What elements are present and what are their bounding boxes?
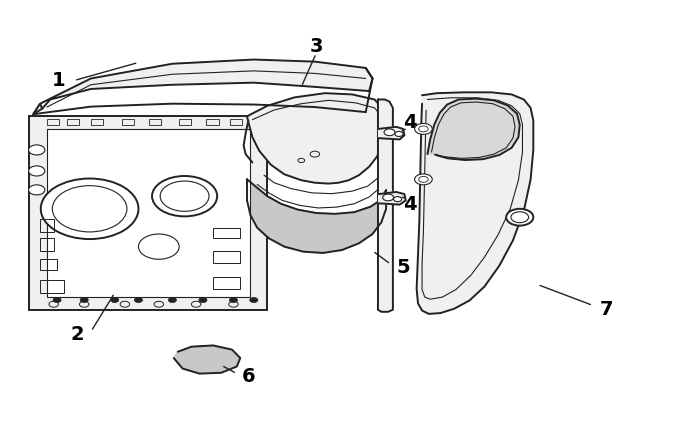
Circle shape — [138, 234, 179, 259]
Circle shape — [168, 297, 176, 302]
Circle shape — [29, 166, 45, 176]
Text: 4: 4 — [403, 113, 417, 132]
Circle shape — [415, 174, 432, 185]
Circle shape — [383, 194, 393, 201]
Circle shape — [199, 297, 207, 302]
Polygon shape — [29, 116, 267, 310]
Circle shape — [52, 186, 127, 232]
Polygon shape — [34, 104, 42, 114]
Polygon shape — [428, 99, 520, 160]
Polygon shape — [247, 179, 386, 253]
Circle shape — [29, 145, 45, 155]
Circle shape — [395, 132, 403, 136]
Polygon shape — [174, 345, 240, 374]
Polygon shape — [379, 192, 406, 204]
Circle shape — [415, 124, 432, 134]
Text: 6: 6 — [241, 368, 255, 386]
Circle shape — [229, 297, 237, 302]
Text: 1: 1 — [52, 71, 66, 90]
Text: 7: 7 — [600, 300, 614, 319]
Text: 2: 2 — [70, 325, 84, 345]
Polygon shape — [47, 129, 250, 297]
Text: 4: 4 — [403, 195, 417, 214]
Text: 3: 3 — [309, 37, 323, 56]
Circle shape — [41, 178, 138, 239]
Circle shape — [250, 297, 258, 302]
Circle shape — [152, 176, 217, 216]
Circle shape — [160, 181, 209, 211]
Polygon shape — [34, 60, 373, 114]
Circle shape — [384, 129, 395, 135]
Polygon shape — [379, 127, 404, 139]
Circle shape — [506, 209, 534, 226]
Circle shape — [393, 197, 402, 201]
Circle shape — [29, 185, 45, 195]
Polygon shape — [247, 93, 386, 184]
Circle shape — [511, 212, 529, 223]
Text: 5: 5 — [396, 258, 410, 277]
Circle shape — [111, 297, 119, 302]
Circle shape — [134, 297, 142, 302]
Polygon shape — [417, 92, 534, 314]
Circle shape — [53, 297, 61, 302]
Circle shape — [80, 297, 88, 302]
Polygon shape — [378, 100, 393, 312]
